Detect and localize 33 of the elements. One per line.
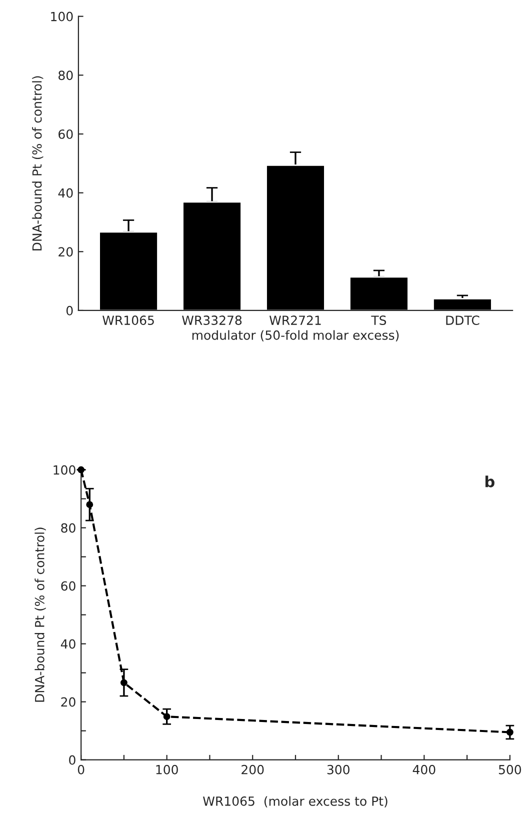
x-axis-title: modulator (50-fold molar excess) [192, 330, 399, 342]
x-tick-label: TS [371, 316, 386, 325]
y-tick-label: 80 [58, 70, 73, 80]
y-axis-title: DNA-bound Pt (% of control) [32, 76, 44, 250]
y-tick-label: 40 [60, 639, 76, 649]
point [506, 728, 514, 736]
x-tick-label: 100 [156, 764, 178, 774]
y-axis-title: DNA-bound Pt (% of control) [34, 528, 46, 702]
y-tick-label: 60 [61, 581, 76, 591]
bar [432, 298, 492, 310]
x-tick-label: WR33278 [182, 316, 242, 325]
y-tick-label: 0 [66, 306, 73, 316]
y-tick-label: 100 [51, 12, 73, 22]
x-tick-label: 200 [242, 764, 264, 774]
point [120, 679, 128, 686]
point [86, 501, 94, 508]
x-tick-label: 400 [412, 764, 436, 774]
y-tick-label: 60 [58, 129, 73, 139]
y-tick-label: 40 [58, 188, 73, 198]
y-tick-label: 20 [58, 247, 73, 257]
x-tick-label: 0 [78, 764, 84, 774]
annotation: b [485, 476, 494, 488]
x-tick-label: 500 [498, 764, 522, 774]
x-tick-label: DDTC [446, 316, 480, 325]
x-tick-label: WR1065 [102, 316, 154, 325]
x-axis-title: WR1065 (molar excess to Pt) [203, 796, 388, 808]
x-tick-label: WR2721 [269, 316, 321, 325]
x-tick-label: 300 [327, 764, 350, 774]
point [163, 713, 170, 720]
y-tick-label: 80 [61, 523, 76, 533]
y-tick-label: 100 [54, 465, 76, 475]
y-tick-label: 20 [61, 697, 76, 707]
y-tick-label: 0 [69, 755, 76, 765]
